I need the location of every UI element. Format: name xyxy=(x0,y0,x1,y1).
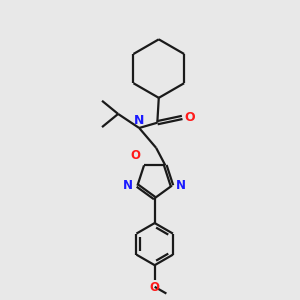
Text: O: O xyxy=(150,281,160,294)
Text: O: O xyxy=(184,111,195,124)
Text: N: N xyxy=(134,113,144,127)
Text: N: N xyxy=(176,179,186,192)
Text: N: N xyxy=(123,179,133,192)
Text: O: O xyxy=(130,149,140,163)
